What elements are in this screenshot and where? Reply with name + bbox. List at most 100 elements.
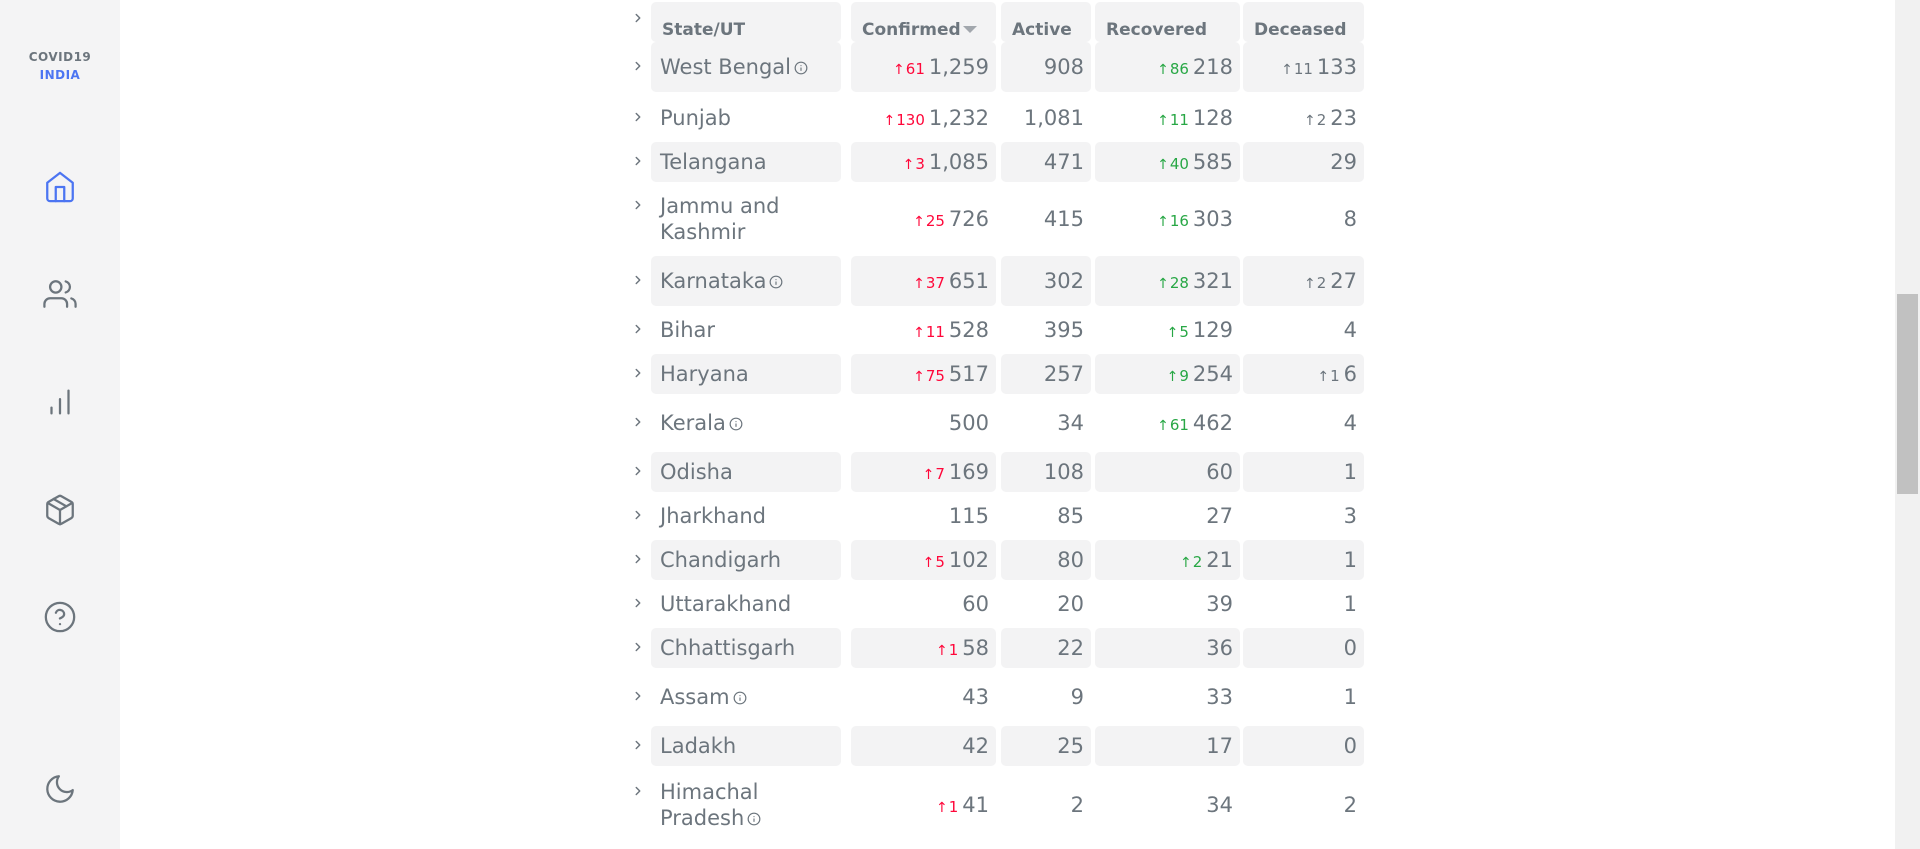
recovered-delta-text: 11: [1169, 111, 1189, 129]
info-icon[interactable]: [769, 275, 783, 289]
table-row[interactable]: Ladakh 42 25 17 0: [628, 726, 1366, 766]
table-row[interactable]: Kerala 500 34 ↑61 462 4: [628, 398, 1366, 448]
info-icon[interactable]: [729, 417, 743, 431]
table-row[interactable]: Uttarakhand 60 20 39 1: [628, 584, 1366, 624]
deceased-count: 1: [1343, 460, 1357, 484]
header-recovered[interactable]: Recovered: [1095, 2, 1240, 42]
recovered-delta-text: 16: [1169, 212, 1189, 230]
confirmed-cell: 43: [851, 672, 996, 722]
row-expand-chevron[interactable]: [628, 270, 648, 290]
header-deceased[interactable]: Deceased: [1243, 2, 1364, 42]
state-name: Assam: [660, 684, 747, 710]
recovered-count: 27: [1206, 504, 1233, 528]
confirmed-count: 726: [948, 207, 989, 231]
recovered-value: ↑28 321: [1157, 268, 1233, 297]
recovered-delta: ↑11: [1157, 111, 1189, 129]
row-expand-chevron[interactable]: [628, 781, 648, 801]
active-cell: 257: [1001, 354, 1091, 394]
active-cell: 1,081: [1001, 98, 1091, 138]
info-icon[interactable]: [794, 61, 808, 75]
active-value: 908: [1044, 54, 1084, 80]
header-state[interactable]: State/UT: [651, 2, 841, 42]
table-row[interactable]: Chhattisgarh ↑1 58 22 36 0: [628, 628, 1366, 668]
home-icon: [46, 171, 74, 203]
state-name: Kerala: [660, 410, 743, 436]
arrow-up-icon: ↑: [1157, 276, 1169, 292]
state-name-text: Kerala: [660, 411, 726, 435]
row-expand-chevron[interactable]: [628, 549, 648, 569]
table-row[interactable]: Chandigarh ↑5 102 80 ↑2 21 1: [628, 540, 1366, 580]
table-row[interactable]: Himachal Pradesh ↑1 41 2 34 2: [628, 770, 1366, 840]
deceased-value: 4: [1344, 410, 1357, 436]
deceased-count: 4: [1343, 411, 1357, 435]
row-expand-chevron[interactable]: [628, 686, 648, 706]
recovered-cell: 36: [1095, 628, 1240, 668]
row-expand-chevron[interactable]: [628, 412, 648, 432]
confirmed-delta-text: 1: [948, 798, 959, 816]
header-confirmed[interactable]: Confirmed: [851, 2, 996, 42]
recovered-delta-text: 5: [1179, 323, 1189, 341]
deceased-value: 1: [1344, 547, 1357, 573]
recovered-delta-text: 61: [1169, 416, 1189, 434]
table-row[interactable]: Karnataka ↑37 651 302 ↑28 321 ↑2 27: [628, 256, 1366, 306]
info-icon[interactable]: [733, 691, 747, 705]
state-name: Bihar: [660, 317, 715, 343]
table-row[interactable]: Bihar ↑11 528 395 ↑5 129 4: [628, 310, 1366, 350]
info-icon[interactable]: [747, 812, 761, 826]
recovered-cell: ↑2 21: [1095, 540, 1240, 580]
table-header: State/UT Confirmed Active Recovered Dece…: [628, 0, 1366, 42]
header-active[interactable]: Active: [1001, 2, 1091, 42]
deceased-cell: 1: [1243, 672, 1364, 722]
row-expand-chevron[interactable]: [628, 319, 648, 339]
table-row[interactable]: Jharkhand 115 85 27 3: [628, 496, 1366, 536]
arrow-up-icon: ↑: [902, 157, 915, 173]
deceased-count: 1: [1343, 685, 1357, 709]
chevron-right-icon: [635, 642, 641, 652]
logo[interactable]: COVID19 INDIA: [0, 48, 120, 84]
row-expand-chevron[interactable]: [628, 107, 648, 127]
expand-all-chevron[interactable]: [628, 8, 648, 28]
nav-faq[interactable]: [40, 597, 80, 637]
nav-demographics[interactable]: [40, 274, 80, 314]
table-row[interactable]: Assam 43 9 33 1: [628, 672, 1366, 722]
recovered-cell: 33: [1095, 672, 1240, 722]
state-name-text: Bihar: [660, 318, 716, 342]
nav-deepdive[interactable]: [40, 382, 80, 422]
nav-home[interactable]: [40, 167, 80, 207]
vertical-scrollbar[interactable]: [1895, 0, 1920, 849]
confirmed-count: 42: [962, 734, 989, 758]
table-row[interactable]: Punjab ↑130 1,232 1,081 ↑11 128 ↑2 23: [628, 98, 1366, 138]
confirmed-value: 115: [949, 503, 989, 529]
row-expand-chevron[interactable]: [628, 363, 648, 383]
arrow-up-icon: ↑: [913, 214, 925, 230]
deceased-delta: ↑2: [1304, 274, 1326, 292]
recovered-count: 128: [1192, 106, 1233, 130]
recovered-cell: ↑61 462: [1095, 398, 1240, 448]
row-expand-chevron[interactable]: [628, 593, 648, 613]
confirmed-value: ↑75 517: [913, 361, 989, 390]
arrow-up-icon: ↑: [922, 467, 935, 483]
table-row[interactable]: Haryana ↑75 517 257 ↑9 254 ↑1 6: [628, 354, 1366, 394]
row-expand-chevron[interactable]: [628, 151, 648, 171]
recovered-cell: ↑28 321: [1095, 256, 1240, 306]
deceased-cell: 8: [1243, 186, 1364, 252]
row-expand-chevron[interactable]: [628, 637, 648, 657]
table-row[interactable]: Telangana ↑3 1,085 471 ↑40 585 29: [628, 142, 1366, 182]
nav-essentials[interactable]: [40, 490, 80, 530]
row-expand-chevron[interactable]: [628, 735, 648, 755]
recovered-value: 60: [1206, 459, 1233, 485]
row-expand-chevron[interactable]: [628, 505, 648, 525]
chevron-right-icon: [635, 786, 641, 796]
row-expand-chevron[interactable]: [628, 195, 648, 215]
recovered-count: 34: [1206, 793, 1233, 817]
table-row[interactable]: Jammu and Kashmir ↑25 726 415 ↑16 303 8: [628, 186, 1366, 252]
row-expand-chevron[interactable]: [628, 56, 648, 76]
deceased-value: ↑2 27: [1304, 268, 1357, 297]
state-cell: Ladakh: [651, 726, 841, 766]
table-row[interactable]: West Bengal ↑61 1,259 908 ↑86 218 ↑11 133: [628, 42, 1366, 92]
chevron-right-icon: [635, 368, 641, 378]
table-row[interactable]: Odisha ↑7 169 108 60 1: [628, 452, 1366, 492]
row-expand-chevron[interactable]: [628, 461, 648, 481]
scrollbar-thumb[interactable]: [1897, 294, 1918, 494]
dark-mode-toggle[interactable]: [40, 769, 80, 809]
